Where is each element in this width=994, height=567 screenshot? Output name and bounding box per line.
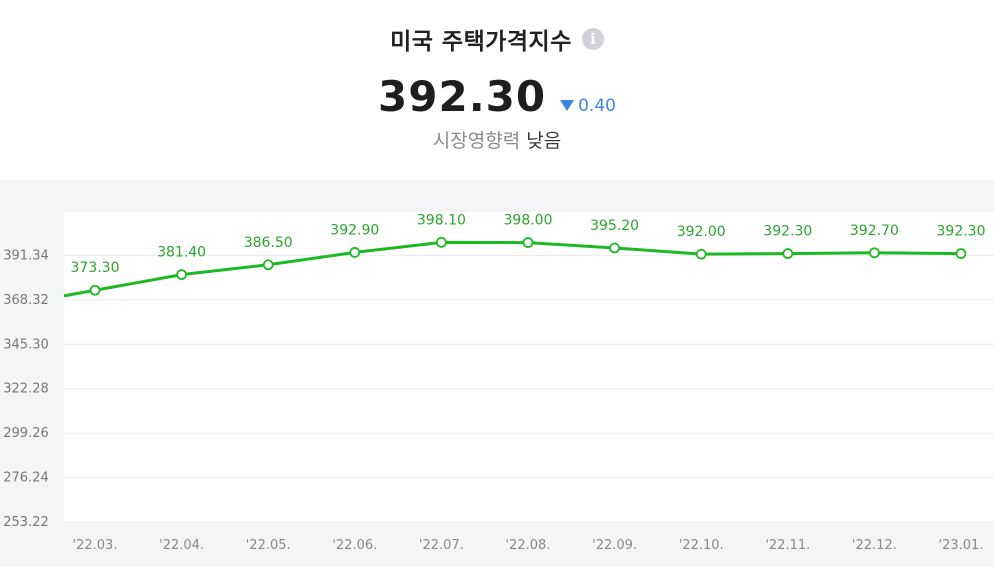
chart-area: 391.34 368.32 345.30 322.28 299.26 276.24 253.… xyxy=(0,180,994,567)
x-tick-label: '23.01. xyxy=(939,538,984,553)
y-tick-label: 253.22 xyxy=(3,515,49,530)
value-row: 392.30 0.40 xyxy=(0,72,994,121)
y-tick-label: 368.32 xyxy=(3,293,49,308)
header: 미국 주택가격지수 i 392.30 0.40 시장영향력 낮음 xyxy=(0,0,994,180)
data-point xyxy=(869,247,880,259)
y-tick-label: 299.26 xyxy=(3,426,49,441)
data-label: 392.90 xyxy=(330,222,379,238)
change-indicator: 0.40 xyxy=(560,96,616,116)
data-label: 398.00 xyxy=(504,213,553,229)
x-tick-label: '22.11. xyxy=(765,538,810,553)
data-point xyxy=(695,248,707,260)
impact-value: 낮음 xyxy=(526,130,562,152)
x-tick-label: '22.10. xyxy=(679,538,724,553)
series-line xyxy=(63,240,962,298)
x-tick-label: '22.06. xyxy=(332,538,377,553)
data-point xyxy=(609,242,620,254)
change-value: 0.40 xyxy=(578,95,616,116)
page-title: 미국 주택가격지수 xyxy=(390,29,572,55)
impact-label: 시장영향력 xyxy=(432,130,521,152)
data-point xyxy=(89,284,101,296)
x-tick-label: '22.05. xyxy=(246,538,291,553)
x-tick-label: '22.08. xyxy=(506,538,551,553)
data-label: 392.00 xyxy=(677,224,726,240)
y-tick-label: 345.30 xyxy=(3,337,49,352)
market-impact: 시장영향력 낮음 xyxy=(0,126,994,153)
data-label: 395.20 xyxy=(590,218,639,234)
data-point xyxy=(522,237,534,248)
line-chart: 391.34 368.32 345.30 322.28 299.26 276.24 253.… xyxy=(3,210,994,553)
y-tick-label: 276.24 xyxy=(3,471,49,486)
data-point xyxy=(176,269,188,281)
x-tick-label: '22.09. xyxy=(592,538,637,553)
plot-area xyxy=(64,211,994,522)
down-arrow-icon xyxy=(560,100,575,111)
data-label: 386.50 xyxy=(244,235,293,251)
data-label: 398.10 xyxy=(417,212,466,228)
x-tick-label: '22.12. xyxy=(852,538,897,553)
data-label: 381.40 xyxy=(157,245,206,261)
data-label: 392.70 xyxy=(850,223,899,239)
y-tick-label: 391.34 xyxy=(3,248,49,263)
data-point xyxy=(349,247,361,258)
index-value: 392.30 xyxy=(378,72,547,121)
info-icon[interactable]: i xyxy=(581,28,604,50)
x-tick-label: '22.03. xyxy=(73,538,118,553)
data-point xyxy=(955,248,967,259)
x-tick-label: '22.07. xyxy=(419,538,464,553)
data-label: 392.30 xyxy=(937,224,986,240)
data-point xyxy=(435,236,447,248)
title-row: 미국 주택가격지수 i xyxy=(0,22,994,56)
data-label: 373.30 xyxy=(71,260,120,276)
y-tick-label: 322.28 xyxy=(3,382,49,397)
x-tick-label: '22.04. xyxy=(159,538,204,553)
data-point xyxy=(782,248,794,259)
data-label: 392.30 xyxy=(763,224,812,240)
data-point xyxy=(262,259,274,271)
